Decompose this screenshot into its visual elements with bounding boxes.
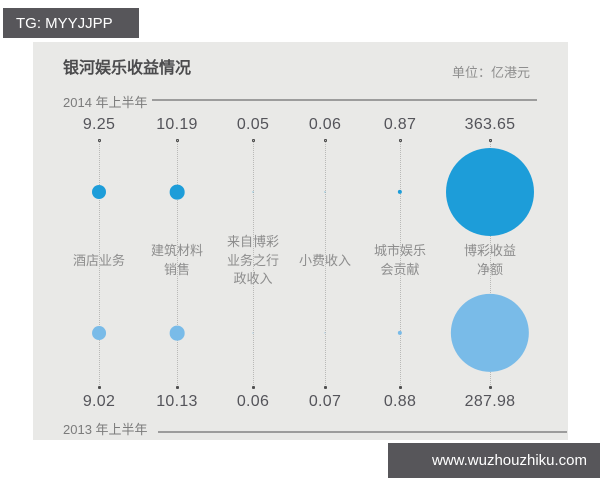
category-label: 小费收入	[298, 252, 351, 268]
marker-dot-bottom	[97, 386, 101, 389]
chart-column-gaming-net: 363.65 博彩收益 净额 287.98	[435, 42, 545, 440]
chart-column-tips: 0.06 小费收入 0.07	[270, 42, 380, 440]
chart-column-materials: 10.19 建筑材料 销售 10.13	[122, 42, 232, 440]
value-2014: 10.19	[156, 116, 198, 133]
period-2013-rule	[158, 431, 567, 433]
value-2013: 0.07	[308, 393, 342, 410]
category-label: 建筑材料 销售	[150, 243, 203, 277]
value-2014: 9.25	[82, 116, 116, 133]
site-watermark-badge: www.wuzhouzhiku.com	[388, 443, 600, 478]
chart-column-hotel: 9.25 酒店业务 9.02	[44, 42, 154, 440]
marker-dot-bottom	[488, 386, 492, 389]
marker-dot-bottom	[175, 386, 179, 389]
value-2013: 10.13	[156, 393, 198, 410]
bubble-2013	[450, 293, 530, 373]
category-label: 城市娱乐 会贡献	[373, 243, 426, 277]
marker-dot-bottom	[251, 386, 255, 389]
category-label: 博彩收益 净额	[463, 243, 516, 277]
bubble-2013	[324, 332, 326, 334]
tg-watermark-badge: TG: MYYJJPP	[3, 8, 139, 38]
bubble-2014	[324, 191, 326, 193]
marker-dot-bottom	[323, 386, 327, 389]
value-2013: 0.06	[236, 393, 270, 410]
bubble-2014	[397, 189, 403, 195]
value-2014: 0.05	[236, 116, 270, 133]
value-2014: 363.65	[464, 116, 516, 133]
value-2013: 287.98	[464, 393, 516, 410]
chart-panel: 银河娱乐收益情况 单位：亿港元 2014 年上半年 9.25 酒店业务 9.02…	[33, 42, 568, 440]
unit-label: 单位：亿港元	[451, 65, 530, 80]
bubble-2014	[252, 191, 254, 193]
bubble-2013	[92, 326, 106, 340]
value-2013: 0.88	[383, 393, 417, 410]
bubble-2014	[446, 148, 534, 236]
chart-title: 银河娱乐收益情况	[63, 60, 192, 77]
column-dotted-line	[253, 140, 254, 387]
bubble-2013	[397, 330, 403, 336]
period-2014-rule	[152, 99, 537, 101]
period-2013-label: 2013 年上半年	[63, 422, 148, 437]
bubble-2013	[169, 325, 185, 341]
bubble-2014	[169, 184, 185, 200]
column-dotted-line	[325, 140, 326, 387]
marker-dot-bottom	[398, 386, 402, 389]
column-dotted-line	[177, 140, 178, 387]
category-label: 来自博彩 业务之行 政收入	[226, 233, 279, 287]
value-2013: 9.02	[82, 393, 116, 410]
chart-column-city-club: 0.87 城市娱乐 会贡献 0.88	[345, 42, 455, 440]
bubble-2013	[252, 332, 254, 334]
bubble-2014	[92, 185, 106, 199]
column-dotted-line	[490, 140, 491, 387]
category-label: 酒店业务	[72, 252, 125, 268]
chart-column-admin-income: 0.05 来自博彩 业务之行 政收入 0.06	[198, 42, 308, 440]
value-2014: 0.87	[383, 116, 417, 133]
column-dotted-line	[99, 140, 100, 387]
period-2014-label: 2014 年上半年	[63, 95, 148, 110]
value-2014: 0.06	[308, 116, 342, 133]
column-dotted-line	[400, 140, 401, 387]
